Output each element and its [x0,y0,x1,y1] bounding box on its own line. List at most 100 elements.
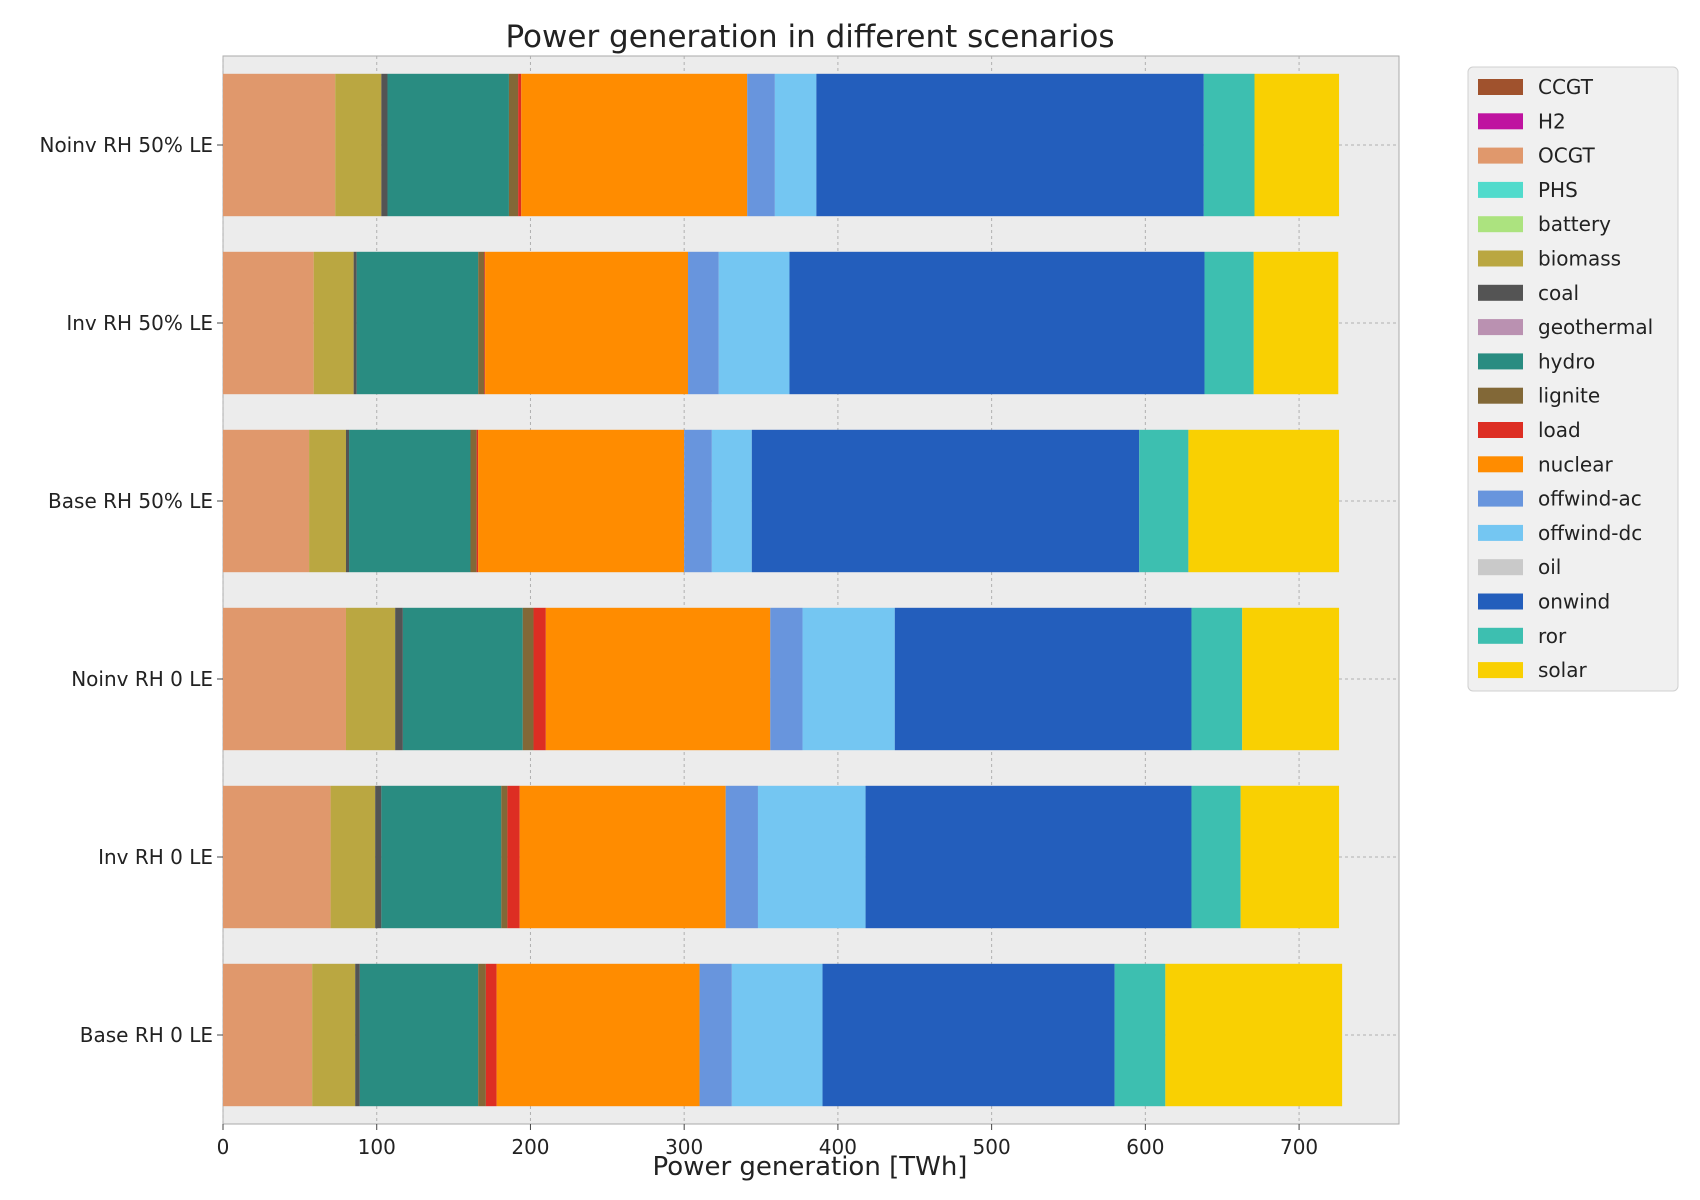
bar-segment-biomass [312,963,356,1107]
bar-segment-offwind-ac [725,785,758,929]
bar-segment-ocgt [223,963,313,1107]
bar-segment-offwind-ac [747,73,775,217]
bar-segment-onwind [751,429,1140,573]
y-tick-label: Base RH 0 LE [80,1023,213,1047]
bar-segment-ocgt [223,73,336,217]
bar-segment-hydro [359,963,479,1107]
x-tick-label: 300 [665,1135,703,1159]
legend-label: battery [1538,212,1611,236]
legend-label: nuclear [1538,452,1613,476]
bar-segment-lignite [470,429,477,573]
bar-segment-ror [1204,251,1254,395]
bar-segment-onwind [822,963,1115,1107]
bar-segment-offwind-dc [774,73,817,217]
bar-segment-nuclear [519,785,726,929]
bar-segment-solar [1242,607,1340,751]
bars [223,73,1343,1107]
bar-segment-solar [1188,429,1340,573]
bar-segment-biomass [330,785,376,929]
x-tick-label: 100 [358,1135,396,1159]
legend-swatch [1478,250,1523,267]
legend-swatch [1478,319,1523,336]
legend-label: onwind [1538,590,1610,614]
bar-segment-nuclear [545,607,771,751]
legend-swatch [1478,147,1523,164]
legend-swatch [1478,422,1523,438]
legend-swatch [1478,284,1523,301]
legend-label: lignite [1538,384,1600,408]
bar-segment-offwind-ac [699,963,732,1107]
legend-label: load [1538,418,1581,442]
x-tick-label: 600 [1126,1135,1164,1159]
legend: CCGT H2 OCGT PHS battery biomass coal geotherma… [1467,66,1679,692]
legend-swatch [1478,662,1523,679]
legend-label: CCGT [1538,75,1594,99]
bar-segment-hydro [381,785,502,929]
bar-segment-onwind [816,73,1204,217]
x-tick-label: 0 [217,1135,230,1159]
legend-label: offwind-ac [1538,487,1642,511]
legend-swatch [1478,181,1523,198]
chart-title: Power generation in different scenarios [505,19,1114,55]
legend-label: offwind-dc [1538,521,1642,545]
bar-segment-ocgt [223,607,346,751]
x-axis-label: Power generation [TWh] [653,1152,968,1182]
legend-label: oil [1538,555,1561,579]
legend-label: PHS [1538,178,1578,202]
bar-segment-coal [345,429,350,573]
bar-segment-offwind-dc [731,963,823,1107]
bar-segment-hydro [349,429,471,573]
bar-segment-ror [1191,607,1243,751]
x-tick-label: 200 [511,1135,549,1159]
bar-segment-offwind-dc [802,607,895,751]
bar-segment-lignite [478,251,485,395]
legend-label: coal [1538,281,1579,305]
bar-segment-offwind-ac [684,429,712,573]
bar-segment-ror [1114,963,1166,1107]
x-tick-label: 500 [973,1135,1011,1159]
legend-swatch [1478,559,1523,576]
bar-segment-offwind-ac [688,251,719,395]
bar-segment-lignite [501,785,508,929]
bar-segment-nuclear [478,429,685,573]
legend-swatch [1478,593,1523,610]
bar-segment-ror [1203,73,1255,217]
bar-segment-coal [355,963,360,1107]
legend-label: biomass [1538,247,1621,271]
x-tick-label: 700 [1280,1135,1318,1159]
legend-swatch [1478,113,1523,130]
bar-segment-lignite [522,607,534,751]
bar-segment-biomass [345,607,396,751]
bar-segment-offwind-dc [718,251,790,395]
bar-segment-load [533,607,546,751]
y-tick-label: Inv RH 0 LE [98,845,213,869]
legend-swatch [1478,456,1523,473]
bar-segment-ocgt [223,785,331,929]
bar-segment-hydro [402,607,523,751]
bar-segment-biomass [335,73,382,217]
bar-segment-hydro [356,251,479,395]
legend-label: solar [1538,658,1587,682]
bar-segment-onwind [789,251,1205,395]
bar-segment-load [476,429,479,573]
legend-swatch [1478,353,1523,370]
bar-segment-onwind [865,785,1192,929]
bar-segment-coal [381,73,388,217]
legend-label: H2 [1538,109,1566,133]
y-tick-label: Inv RH 50% LE [66,311,213,335]
legend-label: OCGT [1538,144,1595,168]
bar-segment-solar [1254,73,1340,217]
x-tick-label: 400 [819,1135,857,1159]
y-tick-label: Noinv RH 0 LE [71,667,213,691]
bar-segment-coal [375,785,382,929]
bar-segment-biomass [309,429,346,573]
bar-segment-onwind [894,607,1192,751]
bar-segment-ocgt [223,251,314,395]
legend-swatch [1478,216,1523,233]
legend-label: geothermal [1538,315,1653,339]
bar-segment-ocgt [223,429,310,573]
bar-segment-load [485,963,497,1107]
bar-segment-offwind-ac [770,607,803,751]
bar-segment-nuclear [521,73,748,217]
bar-segment-load [484,251,486,395]
